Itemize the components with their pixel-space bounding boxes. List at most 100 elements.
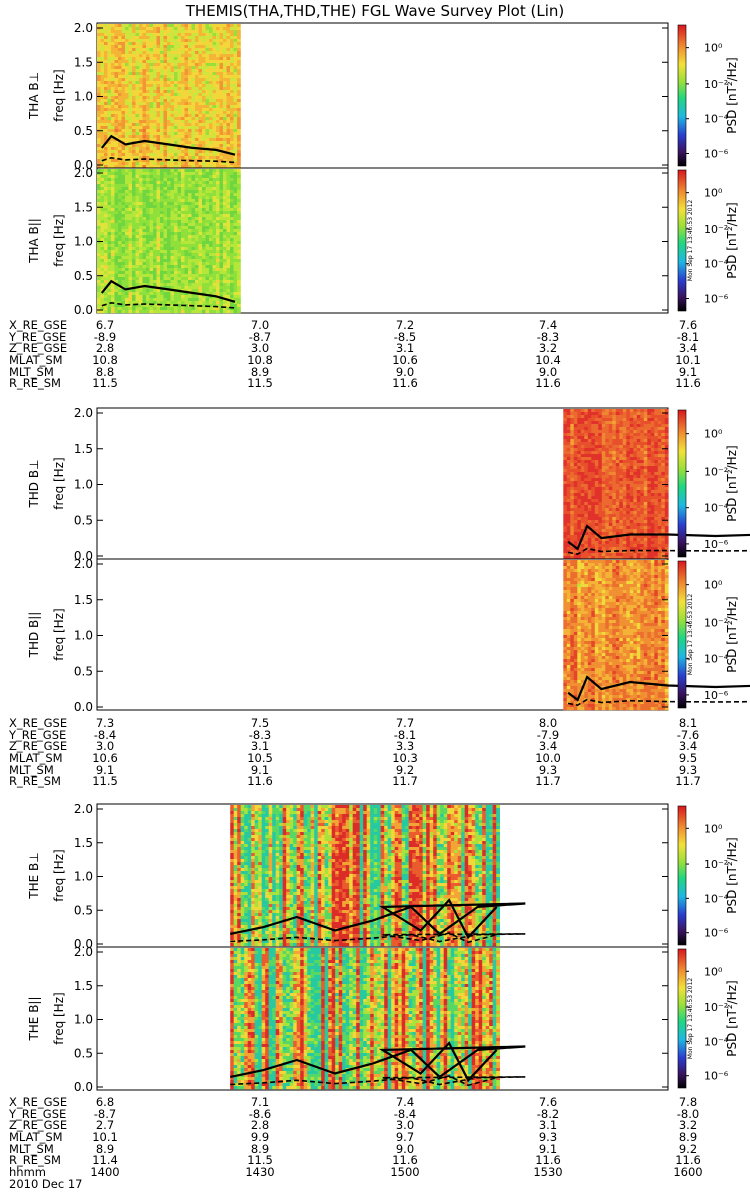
ephemeris-name: R_RE_SM xyxy=(9,1153,61,1168)
spectrogram-thd xyxy=(563,409,669,560)
timestamp-stamp: Mon Sep 17 13:46:53 2012 xyxy=(687,978,694,1060)
colorbar xyxy=(677,169,687,312)
y-tick-label: 1.0 xyxy=(74,235,93,249)
ephemeris-row: Z_RE_GSE 3.0 3.1 3.3 3.4 3.4 xyxy=(9,741,744,753)
ephemeris-value: 11.5 xyxy=(92,774,118,789)
ephemeris-value: 11.6 xyxy=(392,1153,418,1168)
spectrogram-the xyxy=(230,948,500,1090)
ephemeris-value: 11.7 xyxy=(675,774,701,789)
ephemeris-value: -7.9 xyxy=(536,727,560,742)
date-label: 2010 Dec 17 xyxy=(9,1177,83,1191)
ephemeris-row: MLT_SM 8.9 8.9 9.0 9.1 9.2 xyxy=(9,1141,744,1156)
ephemeris-value: 11.6 xyxy=(535,1153,561,1168)
trace-dashed xyxy=(101,301,236,309)
ephemeris-name: hhmm xyxy=(9,1165,46,1180)
y-tick-label: 0.5 xyxy=(74,269,93,283)
y-tick-label: 1.5 xyxy=(74,200,93,214)
trace-dashed xyxy=(230,932,526,944)
ephemeris-value: 1530 xyxy=(533,1165,563,1180)
y-tick-label: 0.0 xyxy=(74,158,93,172)
ephemeris-name: MLT_SM xyxy=(9,1141,54,1156)
ephemeris-value: 6.7 xyxy=(95,318,115,332)
colorbar-label: PSD [nT²/Hz] xyxy=(725,57,739,133)
colorbar xyxy=(677,24,687,167)
colorbar-label: PSD [nT²/Hz] xyxy=(725,980,739,1056)
trace-line xyxy=(100,134,236,156)
ephemeris-value: 11.6 xyxy=(675,1153,701,1168)
ephemeris-value: 11.5 xyxy=(92,376,118,391)
colorbar-tick-label: 10⁻⁴ xyxy=(704,892,729,905)
y-tick-label: 0.5 xyxy=(74,664,93,678)
y-axis-label: freq [Hz] xyxy=(52,214,66,266)
ephemeris-value: 6.8 xyxy=(95,1095,115,1109)
panel-label: THA B⊥ xyxy=(27,72,41,120)
ephemeris-row: MLAT_SM 10.6 10.5 10.3 10.0 9.5 xyxy=(9,751,744,766)
trace-dashed xyxy=(101,156,236,164)
colorbar-tick-label: 10⁻² xyxy=(704,858,728,871)
ephemeris-value: 9.2 xyxy=(395,762,415,777)
colorbar-tick-label: 10⁻⁶ xyxy=(704,148,729,161)
trace-dashed xyxy=(567,547,750,556)
ephemeris-value: 11.5 xyxy=(247,376,273,391)
colorbar-tick-label: 10⁻⁴ xyxy=(704,653,729,666)
colorbar-tick-label: 10⁰ xyxy=(704,822,723,835)
ephemeris-value: 2.8 xyxy=(95,341,115,356)
ephemeris-name: X_RE_GSE xyxy=(9,1095,68,1109)
y-tick-label: 2.0 xyxy=(74,945,93,959)
ephemeris-value: 8.9 xyxy=(95,1141,115,1156)
colorbar xyxy=(677,805,687,946)
ephemeris-value: 8.0 xyxy=(538,716,558,730)
colorbar-label: PSD [nT²/Hz] xyxy=(725,837,739,913)
trace-line xyxy=(100,279,236,303)
colorbar xyxy=(677,409,687,558)
y-tick-label: 1.5 xyxy=(74,442,93,456)
ephemeris-value: 9.3 xyxy=(538,1130,558,1145)
ephemeris-value: 9.5 xyxy=(678,751,698,766)
ephemeris-value: -8.9 xyxy=(93,329,117,344)
colorbar-tick-label: 10⁰ xyxy=(704,42,723,55)
ephemeris-value: 7.6 xyxy=(538,1095,558,1109)
ephemeris-row: X_RE_GSE 6.7 7.0 7.2 7.4 7.6 xyxy=(9,318,744,332)
ephemeris-value: 1400 xyxy=(90,1165,120,1180)
y-tick-label: 2.0 xyxy=(74,557,93,571)
ephemeris-name: Y_RE_GSE xyxy=(9,1106,67,1121)
ephemeris-row: MLAT_SM 10.8 10.8 10.6 10.4 10.1 xyxy=(9,353,744,368)
ephemeris-value: 11.6 xyxy=(675,376,701,391)
ephemeris-value: 3.2 xyxy=(538,341,558,356)
trace-line xyxy=(567,675,750,702)
ephemeris-value: 11.7 xyxy=(392,774,418,789)
y-tick-label: 1.0 xyxy=(74,90,93,104)
ephemeris-value: 7.2 xyxy=(395,318,415,332)
ephemeris-value: 3.4 xyxy=(678,739,698,754)
ephemeris-value: 7.0 xyxy=(250,318,270,332)
ephemeris-value: -8.4 xyxy=(93,727,117,742)
ephemeris-value: 3.2 xyxy=(678,1118,698,1133)
y-tick-label: 2.0 xyxy=(74,21,93,35)
ephemeris-block-tha: X_RE_GSE 6.7 7.0 7.2 7.4 7.6 Y_RE_GSE -8.9 -8.7 -… xyxy=(9,318,744,391)
ephemeris-row: Y_RE_GSE -8.9 -8.7 -8.5 -8.3 -8.1 xyxy=(9,329,744,344)
ephemeris-value: 1600 xyxy=(673,1165,703,1180)
ephemeris-value: 11.6 xyxy=(247,774,273,789)
chart-title: THEMIS(THA,THD,THE) FGL Wave Survey Plot… xyxy=(185,2,565,20)
ephemeris-row: hhmm 1400 1430 1500 1530 1600 xyxy=(9,1165,744,1180)
ephemeris-value: 3.1 xyxy=(250,739,270,754)
ephemeris-value: 10.1 xyxy=(92,1130,118,1145)
ephemeris-value: 9.1 xyxy=(250,762,270,777)
spectrogram-tha xyxy=(97,24,241,169)
colorbar-label: PSD [nT²/Hz] xyxy=(725,202,739,278)
ephemeris-value: 10.6 xyxy=(392,353,418,368)
ephemeris-name: R_RE_SM xyxy=(9,376,61,391)
ephemeris-value: -8.1 xyxy=(393,727,417,742)
ephemeris-row: R_RE_SM 11.4 11.5 11.6 11.6 11.6 xyxy=(9,1155,744,1167)
y-tick-label: 0.5 xyxy=(74,903,93,917)
ephemeris-value: 7.5 xyxy=(250,716,270,730)
ephemeris-value: 3.1 xyxy=(395,341,415,356)
ephemeris-value: -8.7 xyxy=(93,1106,117,1121)
y-tick-label: 1.5 xyxy=(74,836,93,850)
colorbar-tick-label: 10⁻⁴ xyxy=(704,1035,729,1048)
ephemeris-name: X_RE_GSE xyxy=(9,716,68,730)
colorbar-tick-label: 10⁰ xyxy=(704,579,723,592)
ephemeris-value: -8.4 xyxy=(393,1106,417,1121)
spectrogram-thd xyxy=(563,560,669,711)
ephemeris-value: 11.5 xyxy=(247,1153,273,1168)
